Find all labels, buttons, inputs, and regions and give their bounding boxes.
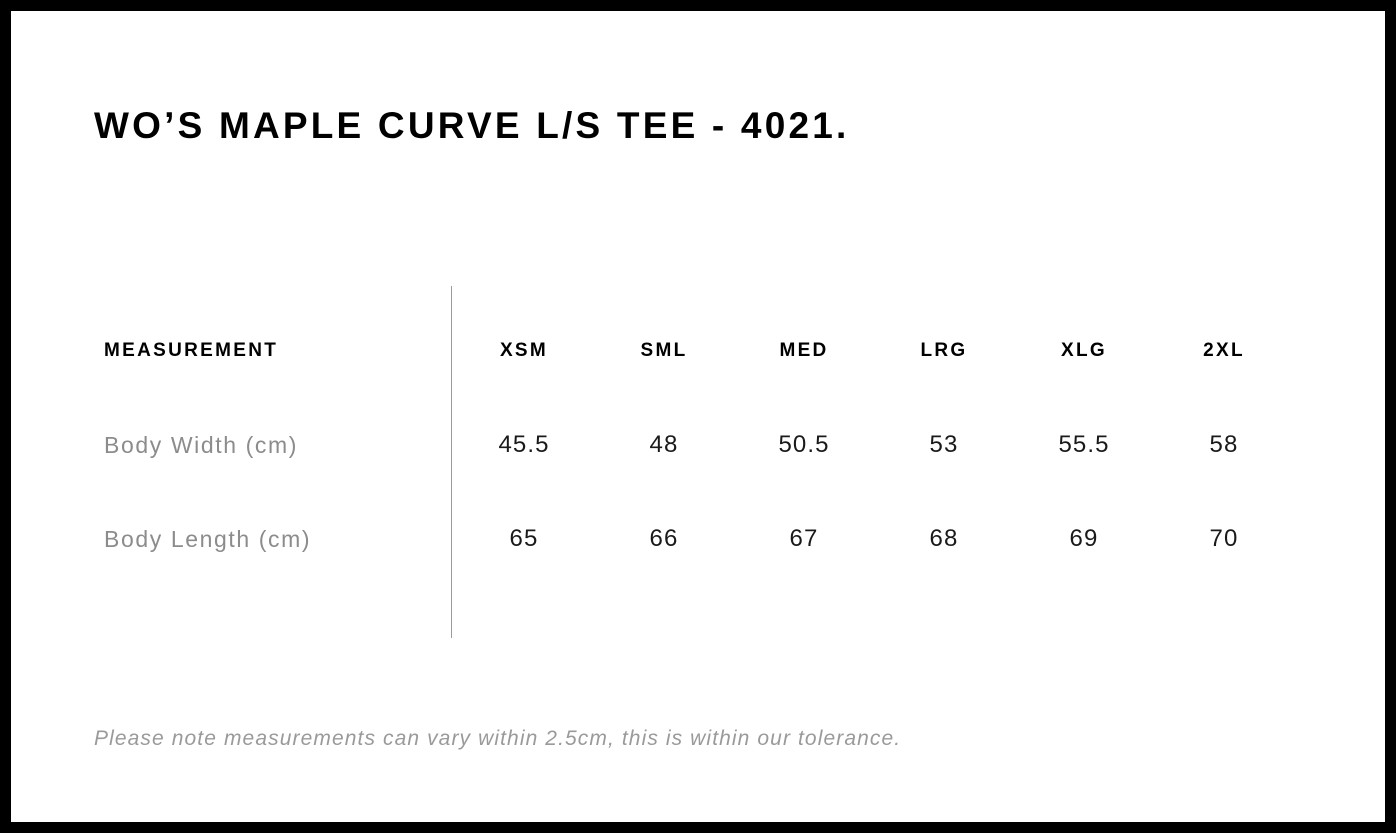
cell-body-width-xlg: 55.5 xyxy=(1058,431,1110,458)
size-chart-content: WO’S MAPLE CURVE L/S TEE - 4021. xyxy=(11,11,1385,822)
cell-body-width-xsm: 45.5 xyxy=(498,431,550,458)
column-header-lrg: LRG xyxy=(920,340,968,361)
cell-body-width-med: 50.5 xyxy=(778,431,830,458)
spacer-cell xyxy=(1154,586,1294,618)
column-header-xsm: XSM xyxy=(499,340,549,361)
spacer-cell xyxy=(734,286,874,304)
spacer-cell xyxy=(1154,286,1294,304)
column-header-sml: SML xyxy=(640,340,688,361)
spacer-cell xyxy=(594,286,734,304)
spacer-cell xyxy=(454,586,594,618)
page-title: WO’S MAPLE CURVE L/S TEE - 4021. xyxy=(94,105,850,146)
cell-body-length-xsm: 65 xyxy=(509,525,539,552)
spacer-cell xyxy=(454,286,594,304)
spacer-cell xyxy=(874,586,1014,618)
cell-body-width-sml: 48 xyxy=(649,431,679,458)
spacer-cell xyxy=(594,586,734,618)
cell-body-width-lrg: 53 xyxy=(929,431,959,458)
table-row: Body Width (cm) 45.5 48 50.5 53 55.5 58 xyxy=(94,398,1294,492)
column-header-xlg: XLG xyxy=(1061,340,1107,361)
spacer-cell xyxy=(1014,586,1154,618)
spacer-cell xyxy=(94,586,454,618)
column-divider-line xyxy=(451,286,452,638)
spacer-cell xyxy=(734,586,874,618)
column-header-med: MED xyxy=(779,340,829,361)
column-header-measurement: MEASUREMENT xyxy=(104,340,279,361)
spacer-cell xyxy=(1014,286,1154,304)
cell-body-length-med: 67 xyxy=(789,525,819,552)
spacer-cell xyxy=(874,286,1014,304)
cell-body-length-lrg: 68 xyxy=(929,525,959,552)
cell-body-width-2xl: 58 xyxy=(1209,431,1239,458)
size-table: MEASUREMENT XSM SML MED LRG XLG 2XL Body… xyxy=(94,286,1294,638)
table-header-row: MEASUREMENT XSM SML MED LRG XLG 2XL xyxy=(94,304,1294,398)
column-header-2xl: 2XL xyxy=(1203,340,1245,361)
size-table-container: MEASUREMENT XSM SML MED LRG XLG 2XL Body… xyxy=(94,286,1294,638)
table-row: Body Length (cm) 65 66 67 68 69 70 xyxy=(94,492,1294,586)
row-label-body-width: Body Width (cm) xyxy=(104,431,298,458)
cell-body-length-xlg: 69 xyxy=(1069,525,1099,552)
cell-body-length-sml: 66 xyxy=(649,525,679,552)
table-top-spacer xyxy=(94,286,1294,638)
tolerance-note: Please note measurements can vary within… xyxy=(94,727,902,750)
row-label-body-length: Body Length (cm) xyxy=(104,525,312,552)
divider-container xyxy=(94,286,454,638)
cell-body-length-2xl: 70 xyxy=(1209,525,1239,552)
table-bottom-spacer xyxy=(94,586,1294,618)
